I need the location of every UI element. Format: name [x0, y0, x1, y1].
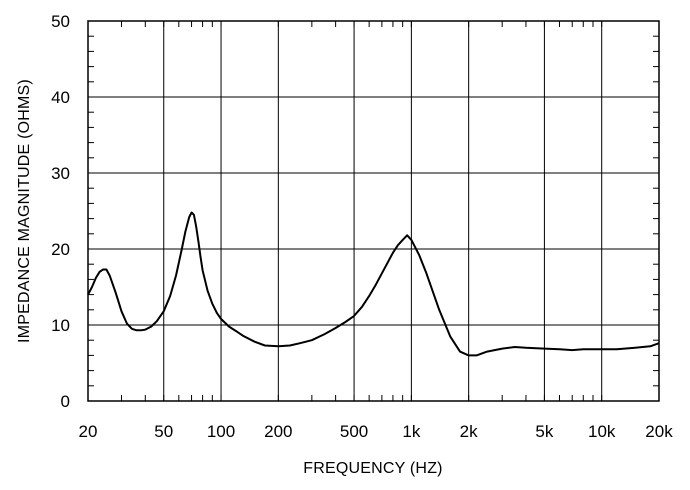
y-tick-labels: 0 10 20 30 40 50: [51, 12, 70, 411]
x-tick-label: 2k: [460, 422, 478, 441]
y-tick-label: 0: [61, 392, 70, 411]
x-tick-label: 20k: [645, 422, 673, 441]
y-tick-label: 30: [51, 164, 70, 183]
plot-frame: [87, 20, 660, 402]
y-tick-label: 50: [51, 12, 70, 31]
x-tick-label: 500: [340, 422, 368, 441]
y-axis-label: IMPEDANCE MAGNITUDE (OHMS): [16, 79, 33, 343]
series-layer: [87, 211, 660, 357]
x-tick-labels: 20 50 100 200 500 1k 2k 5k 10k 20k: [79, 422, 674, 441]
grid: [88, 21, 659, 401]
x-tick-label: 1k: [402, 422, 420, 441]
y-tick-label: 10: [51, 316, 70, 335]
x-axis-label: FREQUENCY (HZ): [303, 460, 442, 477]
x-tick-label: 20: [79, 422, 98, 441]
impedance-curve: [87, 211, 660, 357]
y-tick-label: 20: [51, 240, 70, 259]
x-tick-label: 10k: [588, 422, 616, 441]
y-tick-label: 40: [51, 88, 70, 107]
x-tick-label: 200: [264, 422, 292, 441]
x-tick-label: 50: [154, 422, 173, 441]
x-tick-label: 100: [207, 422, 235, 441]
plot-background: [88, 21, 659, 401]
x-tick-label: 5k: [535, 422, 553, 441]
